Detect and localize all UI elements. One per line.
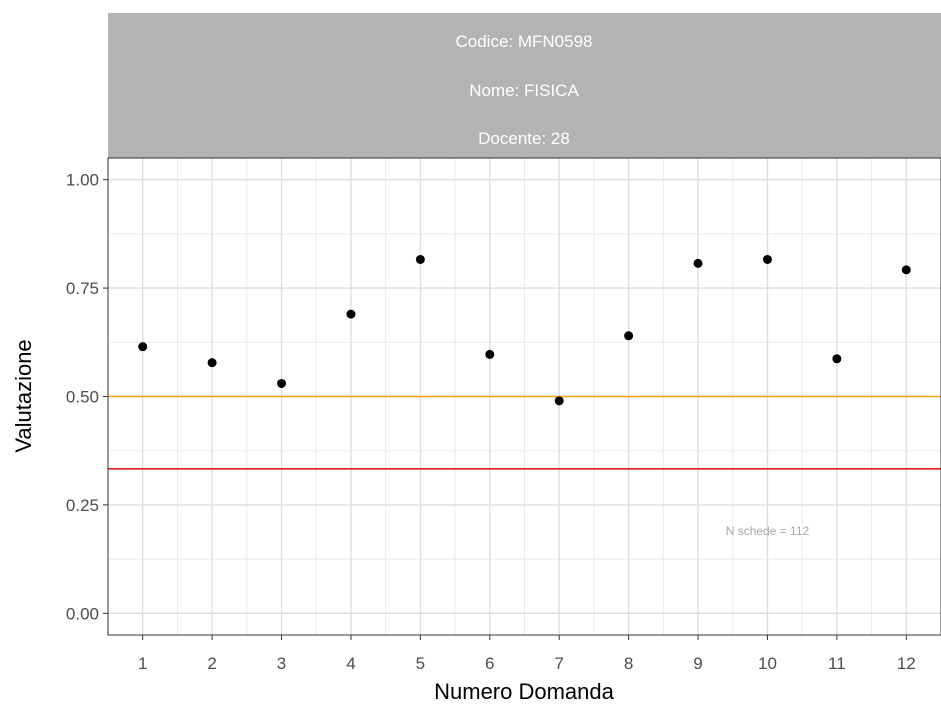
x-tick-label: 10: [758, 654, 777, 673]
plot-panel: N schede = 112: [107, 157, 941, 636]
x-tick-label: 4: [346, 654, 355, 673]
y-axis-title: Valutazione: [11, 339, 36, 452]
strip-line-docente: Docente: 28: [478, 129, 570, 148]
y-tick-label: 0.75: [66, 279, 99, 298]
facet-strip: Codice: MFN0598 Nome: FISICA Docente: 28: [108, 13, 941, 158]
data-points: [138, 254, 911, 406]
facet-strip-background: [108, 13, 941, 158]
y-tick-label: 0.50: [66, 388, 99, 407]
x-tick-label: 7: [554, 654, 563, 673]
data-point: [624, 331, 634, 341]
data-point: [277, 378, 287, 388]
data-point: [346, 309, 356, 319]
data-point: [554, 396, 564, 406]
x-tick-label: 8: [624, 654, 633, 673]
data-point: [207, 358, 217, 368]
y-axis: 0.00 0.25 0.50 0.75 1.00: [66, 171, 108, 623]
x-axis: 1 2 3 4 5 6 7 8 9 10 11 12: [138, 635, 916, 673]
reference-lines: [108, 395, 941, 470]
strip-line-codice: Codice: MFN0598: [455, 32, 592, 51]
x-axis-title: Numero Domanda: [434, 679, 615, 704]
data-point: [832, 354, 842, 364]
x-tick-label: 9: [693, 654, 702, 673]
x-tick-label: 1: [138, 654, 147, 673]
y-tick-label: 0.25: [66, 496, 99, 515]
x-tick-label: 6: [485, 654, 494, 673]
x-tick-label: 3: [277, 654, 286, 673]
data-point: [138, 342, 148, 352]
data-point: [762, 254, 772, 264]
x-tick-label: 2: [207, 654, 216, 673]
y-tick-label: 1.00: [66, 171, 99, 190]
data-point: [485, 349, 495, 359]
n-schede-annotation: N schede = 112: [726, 524, 810, 538]
x-tick-label: 5: [416, 654, 425, 673]
x-tick-label: 11: [828, 654, 846, 673]
x-tick-label: 12: [897, 654, 916, 673]
data-point: [693, 258, 703, 268]
data-point: [901, 265, 911, 275]
y-tick-label: 0.00: [66, 604, 99, 623]
strip-line-nome: Nome: FISICA: [469, 81, 579, 100]
data-point: [415, 254, 425, 264]
